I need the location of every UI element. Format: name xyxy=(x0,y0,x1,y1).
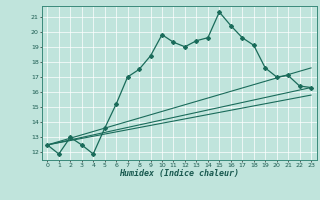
X-axis label: Humidex (Indice chaleur): Humidex (Indice chaleur) xyxy=(119,169,239,178)
